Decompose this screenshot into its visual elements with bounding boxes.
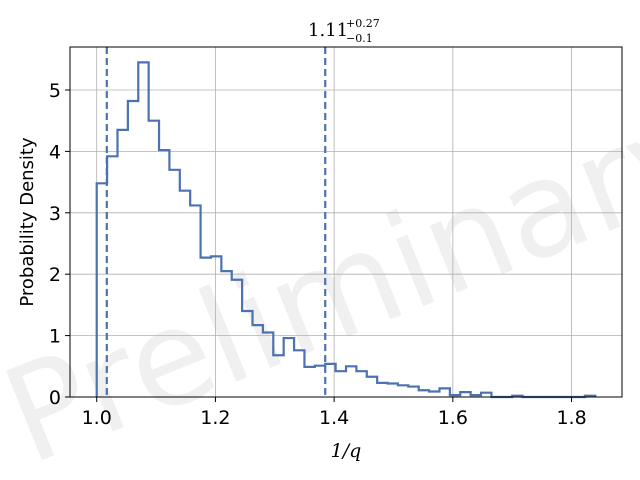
y-tick-label: 1 — [49, 326, 61, 348]
y-tick-label: 5 — [49, 80, 61, 102]
x-axis-label: 1/q — [331, 440, 362, 462]
title-annotation: 1.11 +0.27 −0.1 — [308, 17, 380, 45]
histogram-step-line — [95, 61, 597, 399]
y-tick-label: 3 — [49, 203, 61, 225]
annotation-minus: −0.1 — [346, 32, 373, 45]
y-tick-label: 0 — [49, 387, 61, 409]
grid-lines — [70, 47, 622, 398]
x-tick-label: 1.8 — [556, 407, 586, 429]
x-tick-label: 1.4 — [319, 407, 349, 429]
plot-area-frame — [69, 46, 623, 398]
y-tick-label: 4 — [49, 141, 61, 163]
x-tick-label: 1.2 — [200, 407, 230, 429]
y-axis-label: Probability Density — [17, 137, 38, 307]
credible-interval-lines — [105, 47, 327, 397]
annotation-plus: +0.27 — [346, 17, 380, 30]
x-tick-label: 1.0 — [82, 407, 112, 429]
y-tick-label: 2 — [49, 264, 61, 286]
x-tick-label: 1.6 — [438, 407, 468, 429]
y-axis-ticks: 0 1 2 3 4 5 — [49, 80, 70, 409]
annotation-median: 1.11 — [308, 20, 348, 41]
x-axis-ticks: 1.0 1.2 1.4 1.6 1.8 — [82, 397, 587, 429]
